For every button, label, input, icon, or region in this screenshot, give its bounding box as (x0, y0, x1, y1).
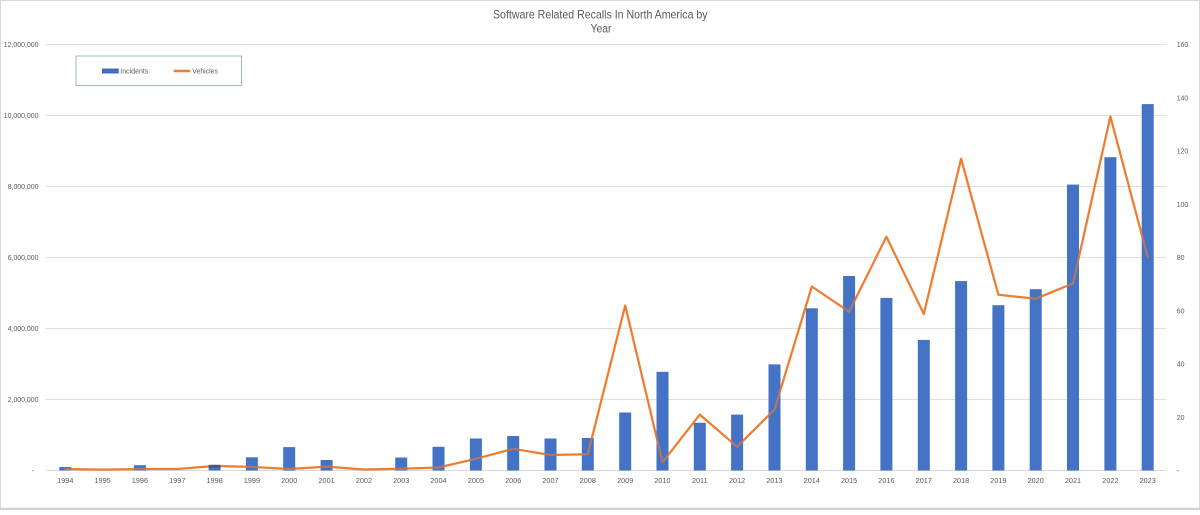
svg-text:-: - (32, 466, 35, 475)
svg-text:2,000,000: 2,000,000 (8, 395, 39, 404)
svg-text:2000: 2000 (281, 476, 297, 485)
svg-text:1996: 1996 (132, 476, 148, 485)
svg-text:2008: 2008 (580, 476, 596, 485)
svg-text:2020: 2020 (1028, 476, 1044, 485)
svg-text:1995: 1995 (94, 476, 110, 485)
svg-text:2009: 2009 (617, 476, 633, 485)
svg-text:8,000,000: 8,000,000 (8, 182, 39, 191)
svg-text:Vehicles: Vehicles (192, 67, 218, 76)
svg-text:-: - (1177, 466, 1180, 475)
svg-text:20: 20 (1177, 413, 1185, 422)
svg-text:6,000,000: 6,000,000 (8, 253, 39, 262)
svg-text:1999: 1999 (244, 476, 260, 485)
svg-text:40: 40 (1177, 360, 1185, 369)
svg-text:120: 120 (1177, 147, 1189, 156)
svg-text:2014: 2014 (804, 476, 820, 485)
svg-text:2012: 2012 (729, 476, 745, 485)
svg-text:160: 160 (1177, 40, 1189, 49)
svg-text:2011: 2011 (692, 476, 708, 485)
svg-text:2013: 2013 (766, 476, 782, 485)
svg-text:100: 100 (1177, 200, 1189, 209)
svg-text:2019: 2019 (990, 476, 1006, 485)
svg-text:2001: 2001 (318, 476, 334, 485)
svg-text:80: 80 (1177, 253, 1185, 262)
svg-text:60: 60 (1177, 306, 1185, 315)
svg-text:2010: 2010 (654, 476, 670, 485)
svg-text:2016: 2016 (878, 476, 894, 485)
svg-text:1998: 1998 (206, 476, 222, 485)
svg-text:2022: 2022 (1102, 476, 1118, 485)
svg-text:Year: Year (591, 21, 612, 35)
svg-text:2015: 2015 (841, 476, 857, 485)
svg-text:2006: 2006 (505, 476, 521, 485)
svg-text:Software Related Recalls In No: Software Related Recalls In North Americ… (493, 8, 708, 22)
svg-text:2021: 2021 (1065, 476, 1081, 485)
svg-text:2018: 2018 (953, 476, 969, 485)
svg-text:2005: 2005 (468, 476, 484, 485)
svg-text:10,000,000: 10,000,000 (4, 111, 39, 120)
svg-text:2023: 2023 (1140, 476, 1156, 485)
svg-text:4,000,000: 4,000,000 (8, 324, 39, 333)
svg-text:140: 140 (1177, 93, 1189, 102)
svg-text:1997: 1997 (169, 476, 185, 485)
svg-text:2002: 2002 (356, 476, 372, 485)
svg-text:12,000,000: 12,000,000 (4, 40, 39, 49)
svg-text:2003: 2003 (393, 476, 409, 485)
svg-text:1994: 1994 (57, 476, 73, 485)
svg-text:2017: 2017 (916, 476, 932, 485)
svg-text:2004: 2004 (430, 476, 446, 485)
svg-text:Incidents: Incidents (120, 67, 148, 76)
svg-text:2007: 2007 (542, 476, 558, 485)
